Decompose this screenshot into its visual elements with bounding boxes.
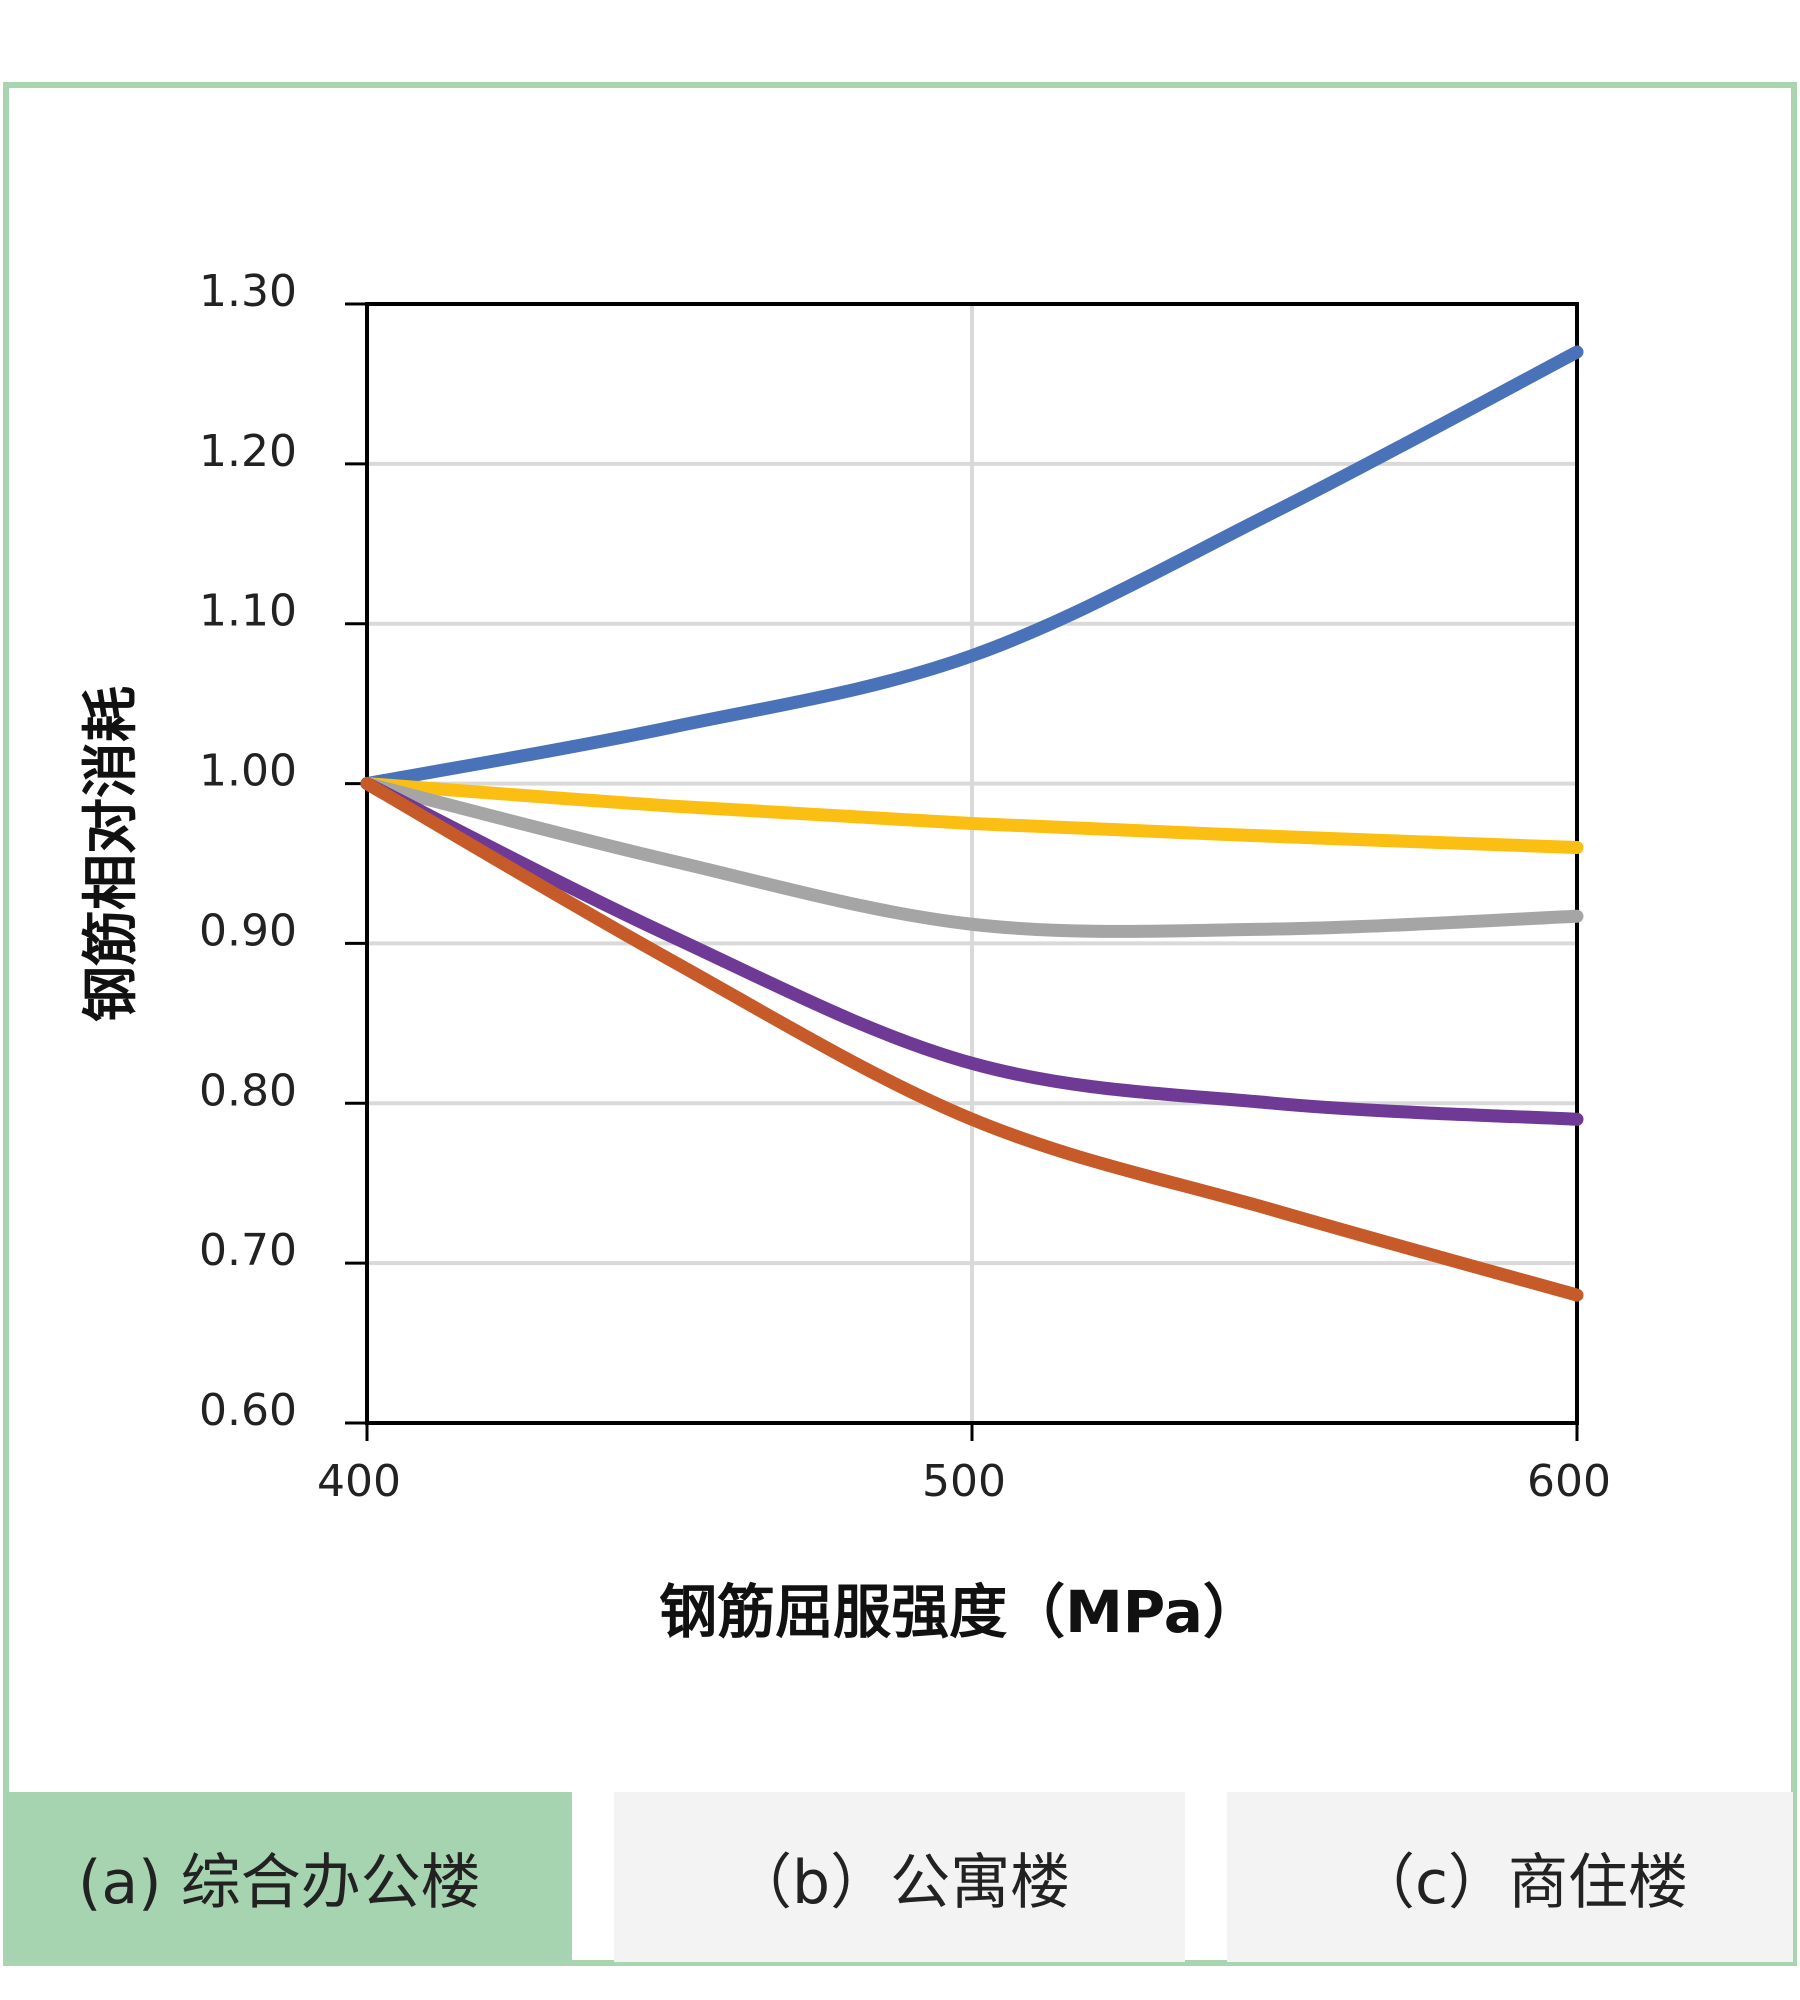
x-axis-title: 钢筋屈服强度（MPa） bbox=[659, 1578, 1261, 1646]
x-tick-label: 500 bbox=[922, 1456, 1006, 1507]
y-tick-label: 0.70 bbox=[199, 1225, 297, 1276]
x-tick-label: 600 bbox=[1527, 1456, 1611, 1507]
y-tick-label: 0.90 bbox=[199, 905, 297, 956]
series-orange-line bbox=[360, 777, 1584, 1302]
tab-a-office[interactable]: (a) 综合办公楼 bbox=[6, 1792, 572, 1962]
tab-label: （b）公寓楼 bbox=[732, 1847, 1071, 1918]
y-tick-label: 1.10 bbox=[199, 586, 297, 637]
y-tick-label: 1.20 bbox=[199, 426, 297, 477]
series-gray-line bbox=[360, 777, 1584, 938]
tab-label: (a) 综合办公楼 bbox=[78, 1847, 481, 1918]
x-tick-label: 400 bbox=[317, 1456, 401, 1507]
y-axis-title: 钢筋相对消耗 bbox=[79, 686, 144, 1022]
tab-c-commercial-residential[interactable]: （c）商住楼 bbox=[1227, 1792, 1793, 1962]
y-tick-label: 0.60 bbox=[199, 1385, 297, 1436]
tab-b-apartment[interactable]: （b）公寓楼 bbox=[614, 1792, 1185, 1962]
y-tick-label: 0.80 bbox=[199, 1065, 297, 1116]
y-tick-label: 1.30 bbox=[199, 266, 297, 317]
series-purple-line bbox=[360, 777, 1584, 1126]
y-tick-label: 1.00 bbox=[199, 746, 297, 797]
series-yellow-line bbox=[360, 777, 1584, 855]
plot-area-border bbox=[365, 302, 1579, 1425]
tab-label: （c）商住楼 bbox=[1355, 1847, 1688, 1918]
series-blue-line bbox=[360, 345, 1584, 791]
